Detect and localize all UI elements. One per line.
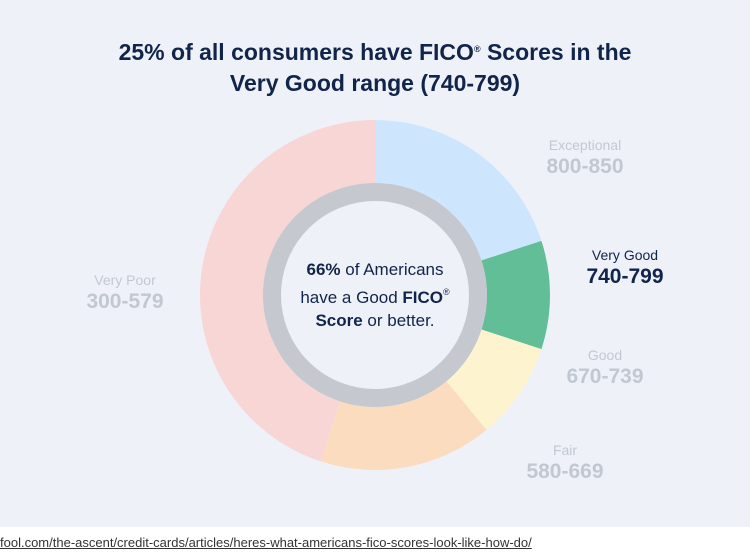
label-fair-name: Fair xyxy=(552,442,578,458)
inner-ring xyxy=(263,183,487,407)
label-very-poor-range: 300-579 xyxy=(86,290,164,313)
label-exceptional: Exceptional 800-850 xyxy=(510,136,660,180)
chart-title: 25% of all consumers have FICO® Scores i… xyxy=(0,34,750,99)
label-exceptional-range: 800-850 xyxy=(546,155,624,178)
label-very-poor: Very Poor 300-579 xyxy=(50,271,200,315)
center-text-1: of Americans xyxy=(340,260,444,279)
center-reg: ® xyxy=(443,287,450,297)
registered-mark: ® xyxy=(473,44,481,54)
label-exceptional-name: Exceptional xyxy=(548,137,622,153)
label-fair: Fair 580-669 xyxy=(490,441,640,485)
title-text-end: Scores in the xyxy=(480,39,632,65)
source-link[interactable]: fool.com/the-ascent/credit-cards/article… xyxy=(0,535,532,550)
center-pct: 66% xyxy=(306,260,341,279)
center-text-2: have a Good xyxy=(300,288,403,307)
center-text-3: or better. xyxy=(362,311,435,330)
center-score: Score xyxy=(315,311,363,330)
label-good: Good 670-739 xyxy=(530,346,680,390)
donut-hole xyxy=(263,183,487,407)
center-fico: FICO xyxy=(402,288,444,307)
label-very-poor-name: Very Poor xyxy=(94,272,156,288)
center-callout: 66% of Americans have a Good FICO® Score… xyxy=(275,258,475,332)
donut-chart xyxy=(200,120,550,470)
title-line-2: Very Good range (740-799) xyxy=(229,70,521,96)
label-good-name: Good xyxy=(587,347,623,363)
label-very-good-name: Very Good xyxy=(591,247,659,263)
label-very-good: Very Good 740-799 xyxy=(550,246,700,290)
label-fair-range: 580-669 xyxy=(526,460,604,483)
label-very-good-range: 740-799 xyxy=(586,265,664,288)
label-good-range: 670-739 xyxy=(566,365,644,388)
title-text: 25% of all consumers have FICO xyxy=(118,39,474,65)
